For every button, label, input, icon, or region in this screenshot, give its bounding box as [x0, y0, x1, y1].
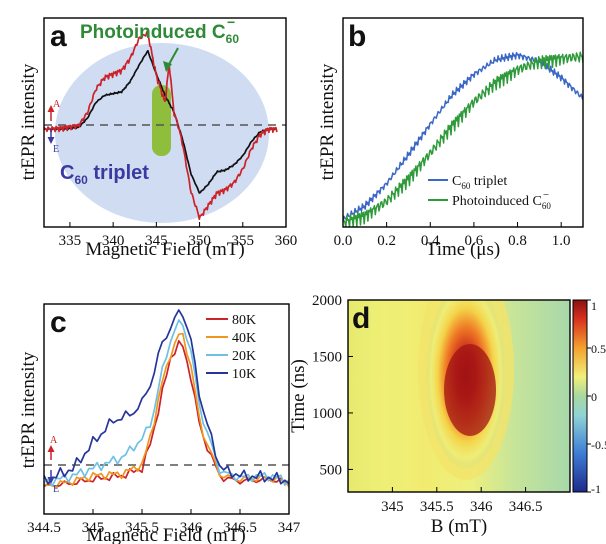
- panel-label-c: c: [50, 306, 67, 339]
- colorbar-tick-label: 0: [591, 390, 597, 404]
- legend-item-80K: 80K: [232, 313, 256, 328]
- x-tick-label: 347: [278, 520, 301, 536]
- y-tick-label: 2000: [312, 293, 342, 309]
- x-tick-label: 0.8: [508, 233, 527, 249]
- legend-c: 80K 40K 20K 10K: [206, 313, 256, 382]
- x-tick-label: 355: [232, 233, 255, 249]
- axes-frame: [43, 17, 287, 228]
- x-tick-label: 346: [180, 520, 203, 536]
- photoinduced-arrowhead: [163, 61, 172, 72]
- axes-frame: [347, 299, 571, 493]
- axes-frame: [43, 303, 290, 515]
- legend-item-triplet: C60 triplet: [452, 174, 507, 191]
- series-line: [343, 51, 583, 220]
- x-tick-label: 340: [102, 233, 125, 249]
- ae-indicator-c: A E: [47, 435, 59, 495]
- x-tick-label: 346: [470, 499, 493, 515]
- a-label: A: [50, 435, 58, 446]
- x-tick-label: 345.5: [125, 520, 159, 536]
- series-line: [44, 31, 278, 221]
- heatmap: [348, 300, 570, 492]
- photoinduced-label: Photoinduced C60−: [80, 14, 239, 46]
- photoinduced-band: [152, 85, 171, 156]
- panel-a: 335 340 345 350 355 360 a Photoinduced C60− C…: [18, 14, 297, 260]
- series-line: [44, 319, 289, 487]
- triplet-label: C60 triplet: [60, 162, 149, 187]
- x-tick-label: 345: [82, 520, 105, 536]
- x-tick-label: 0.0: [334, 233, 353, 249]
- x-tick-label: 344.5: [27, 520, 61, 536]
- e-label: E: [53, 484, 59, 495]
- legend-b: C60 triplet Photoinduced C60−: [428, 174, 551, 211]
- legend-item-10K: 10K: [232, 367, 256, 382]
- y-tick-label: 1000: [312, 406, 342, 422]
- x-tick-label: 0.2: [377, 233, 396, 249]
- xlabel-a: Magnetic Field (mT): [85, 239, 244, 260]
- colorbar-tick-label: -1: [591, 482, 601, 496]
- photoinduced-arrow: [167, 47, 179, 67]
- panel-label-d: d: [352, 302, 370, 335]
- series-line: [343, 51, 583, 227]
- y-tick-label: 500: [320, 462, 343, 478]
- x-tick-label: 335: [59, 233, 82, 249]
- panel-c: 344.5 345 345.5 346 346.5 347 c 80K40K20K10K …: [18, 303, 301, 544]
- panel-b: 0.0 0.2 0.4 0.6 0.8 1.0 b C60 triplet Photoin…: [317, 17, 584, 260]
- panel-label-a: a: [50, 20, 67, 53]
- panel-d: 345 345.5 346 346.5 500 1000 1500 2000 d 1 0.5 0 -…: [288, 293, 606, 537]
- x-tick-label: 346.5: [509, 499, 543, 515]
- panel-label-b: b: [348, 20, 366, 53]
- x-tick-label: 350: [188, 233, 211, 249]
- colorbar-tick-label: 0.5: [591, 342, 606, 356]
- axes-frame: [342, 17, 584, 228]
- ylabel-a: trEPR intensity: [18, 63, 39, 180]
- legend-item-40K: 40K: [232, 331, 256, 346]
- series-line: [44, 309, 289, 485]
- y-tick-label: 1500: [312, 349, 342, 365]
- x-tick-label: 0.6: [465, 233, 484, 249]
- series-line: [44, 49, 278, 194]
- x-tick-label: 360: [275, 233, 298, 249]
- legend-item-20K: 20K: [232, 349, 256, 364]
- x-tick-label: 345: [145, 233, 168, 249]
- ylabel-c: trEPR intensity: [18, 351, 39, 468]
- x-tick-label: 345: [381, 499, 404, 515]
- colorbar: [572, 299, 588, 493]
- x-tick-label: 346.5: [223, 520, 257, 536]
- xlabel-d: B (mT): [431, 516, 487, 537]
- x-tick-label: 1.0: [552, 233, 571, 249]
- colorbar-tick-label: -0.5: [591, 438, 606, 452]
- xlabel-b: Time (μs): [426, 239, 500, 260]
- legend-item-photoinduced: Photoinduced C60−: [452, 189, 551, 211]
- a-label: A: [53, 99, 61, 110]
- x-tick-label: 345.5: [420, 499, 454, 515]
- e-label: E: [53, 144, 59, 155]
- colorbar-tick-label: 1: [591, 299, 597, 313]
- xlabel-c: Magnetic Field (mT): [86, 525, 245, 544]
- x-tick-label: 0.4: [421, 233, 440, 249]
- ylabel-d: Time (ns): [288, 359, 309, 433]
- ylabel-b: trEPR intensity: [317, 63, 338, 180]
- ae-indicator-a: A E: [47, 99, 61, 155]
